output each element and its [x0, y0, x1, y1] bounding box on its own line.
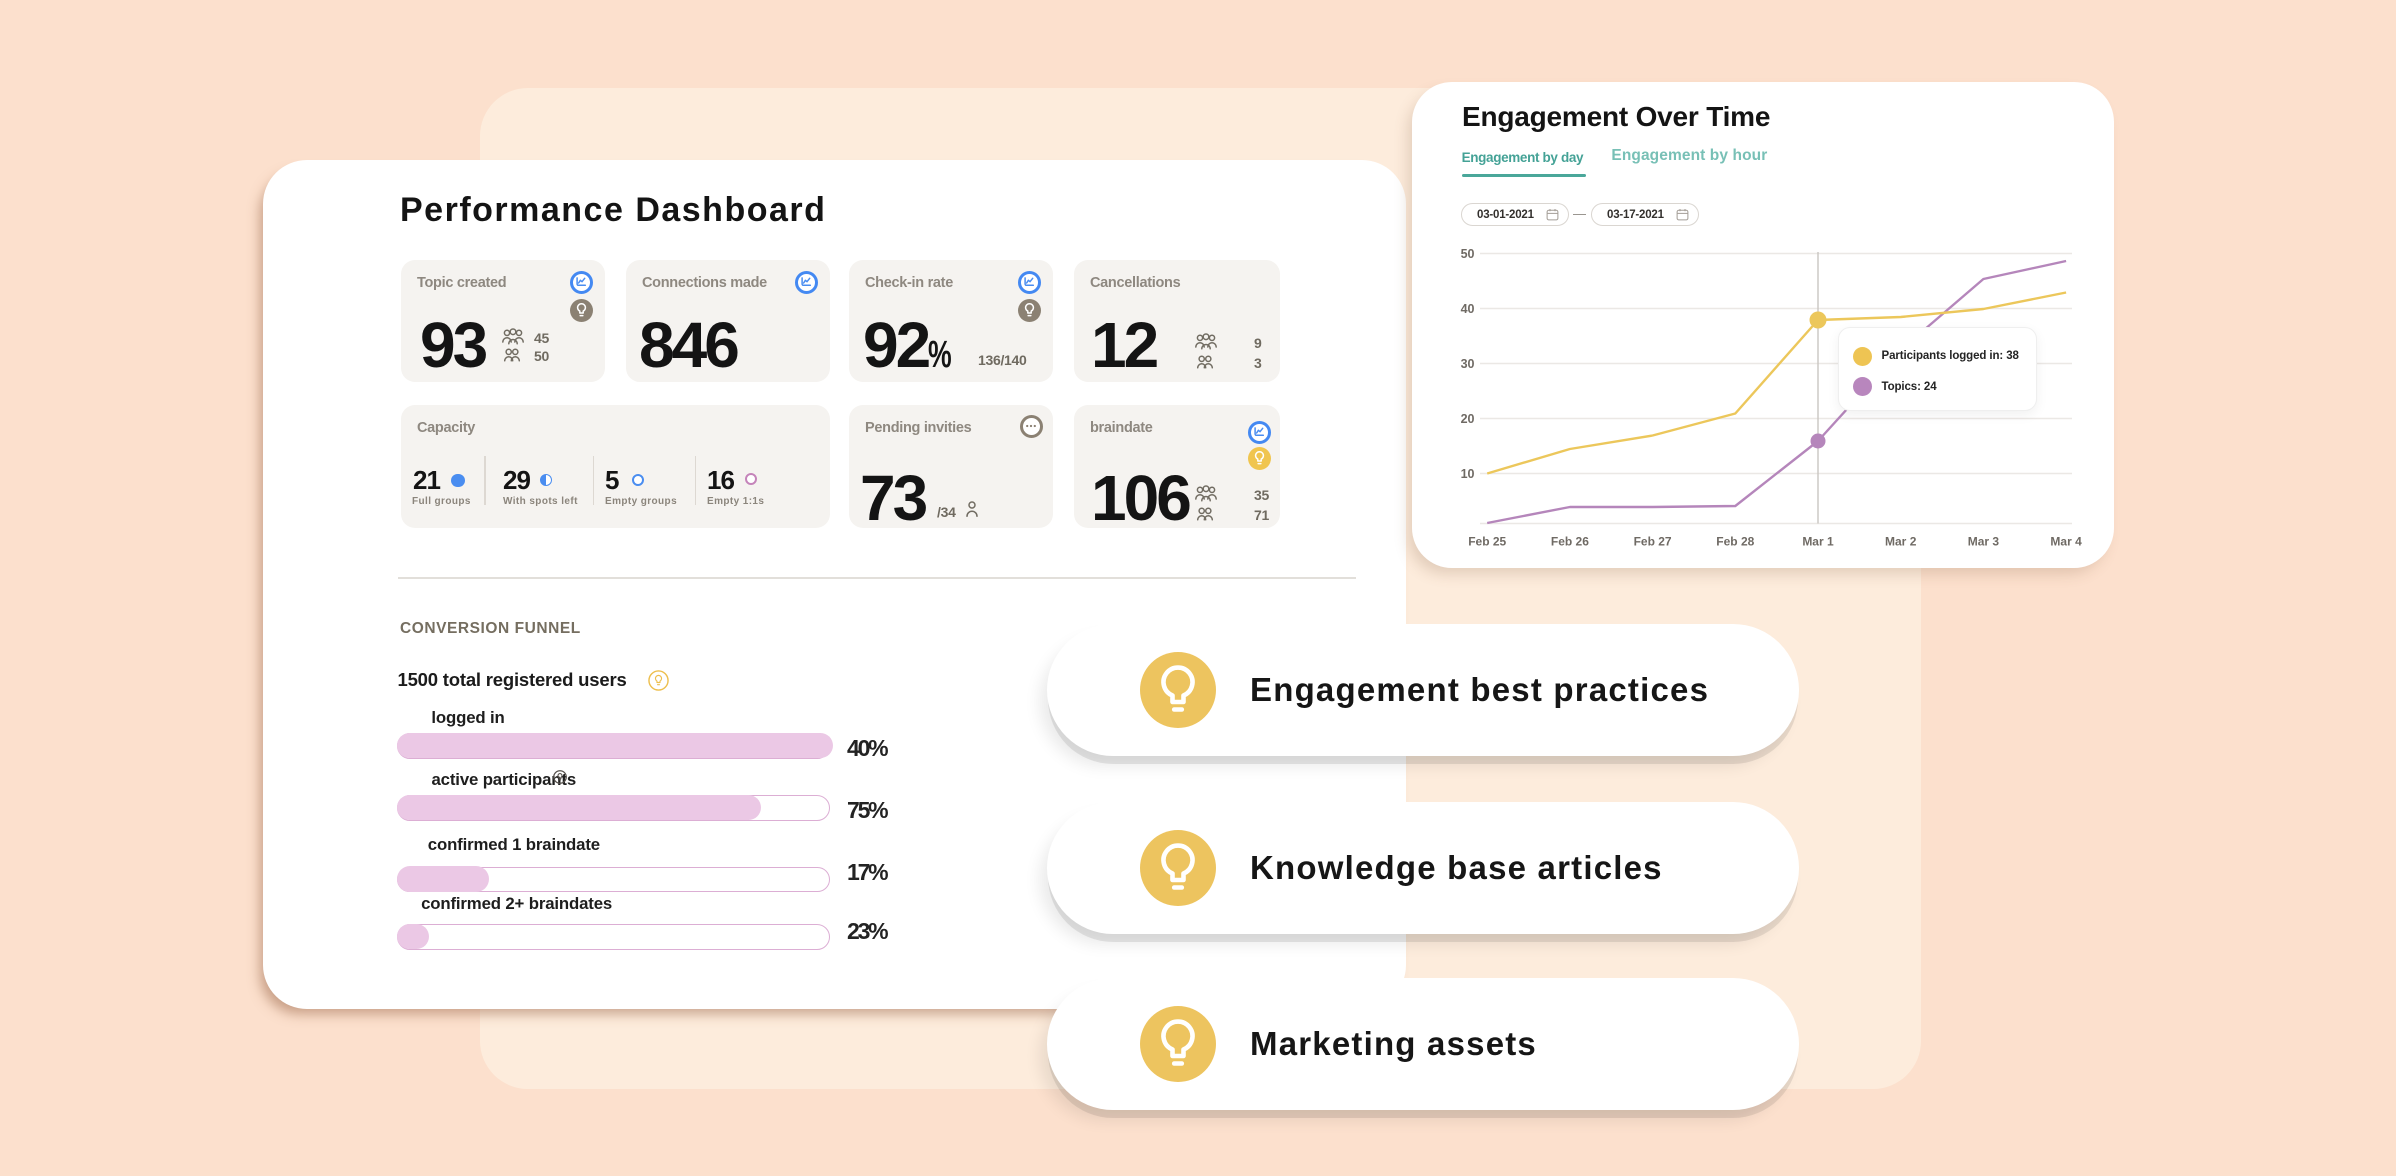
- svg-text:Feb 27: Feb 27: [1634, 535, 1672, 549]
- svg-text:10: 10: [1461, 467, 1475, 481]
- svg-text:20: 20: [1461, 412, 1475, 426]
- svg-text:Mar 1: Mar 1: [1802, 535, 1834, 549]
- svg-text:Mar 4: Mar 4: [2050, 535, 2082, 549]
- svg-text:30: 30: [1461, 357, 1475, 371]
- svg-text:50: 50: [1461, 247, 1475, 261]
- svg-text:Feb 25: Feb 25: [1468, 535, 1506, 549]
- svg-text:Mar 3: Mar 3: [1968, 535, 2000, 549]
- svg-text:Feb 26: Feb 26: [1551, 535, 1589, 549]
- svg-text:Feb 28: Feb 28: [1716, 535, 1754, 549]
- svg-text:40: 40: [1461, 302, 1475, 316]
- svg-text:Mar 2: Mar 2: [1885, 535, 1917, 549]
